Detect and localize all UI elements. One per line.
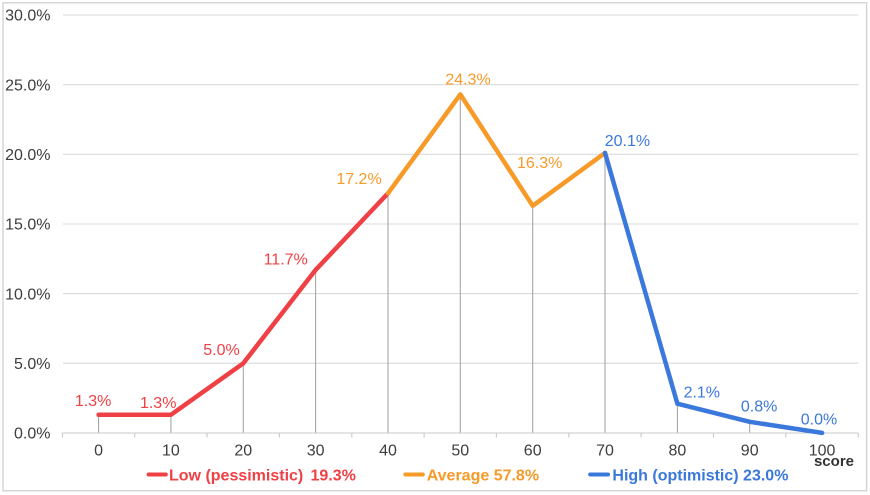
svg-text:5.0%: 5.0%	[203, 342, 239, 359]
svg-text:60: 60	[524, 443, 542, 460]
svg-text:1.3%: 1.3%	[140, 395, 176, 412]
svg-text:19.3%: 19.3%	[311, 468, 356, 485]
svg-text:100: 100	[809, 443, 836, 460]
svg-text:20.1%: 20.1%	[605, 133, 650, 150]
svg-text:90: 90	[741, 443, 759, 460]
svg-text:80: 80	[669, 443, 687, 460]
svg-text:15.0%: 15.0%	[5, 217, 50, 234]
svg-text:20.0%: 20.0%	[5, 147, 50, 164]
svg-text:10.0%: 10.0%	[5, 286, 50, 303]
svg-text:0: 0	[94, 443, 103, 460]
svg-text:High (optimistic) 23.0%: High (optimistic) 23.0%	[612, 468, 788, 485]
svg-text:Low (pessimistic): Low (pessimistic)	[169, 468, 303, 485]
svg-text:score: score	[814, 453, 854, 470]
svg-text:11.7%: 11.7%	[264, 251, 308, 268]
svg-text:1.3%: 1.3%	[75, 393, 111, 410]
svg-text:0.0%: 0.0%	[801, 412, 837, 429]
svg-text:40: 40	[379, 443, 397, 460]
svg-text:2.1%: 2.1%	[684, 384, 720, 401]
svg-text:5.0%: 5.0%	[14, 356, 50, 373]
svg-text:70: 70	[596, 443, 614, 460]
svg-text:50: 50	[451, 443, 469, 460]
svg-text:10: 10	[162, 443, 180, 460]
svg-text:25.0%: 25.0%	[5, 77, 50, 94]
svg-text:20: 20	[234, 443, 252, 460]
svg-text:Average 57.8%: Average 57.8%	[427, 468, 539, 485]
svg-text:0.8%: 0.8%	[741, 398, 777, 415]
svg-text:16.3%: 16.3%	[517, 155, 562, 172]
svg-text:30.0%: 30.0%	[5, 8, 50, 25]
svg-text:17.2%: 17.2%	[336, 171, 381, 188]
svg-text:0.0%: 0.0%	[14, 426, 50, 443]
svg-text:24.3%: 24.3%	[445, 71, 490, 88]
svg-text:30: 30	[307, 443, 325, 460]
